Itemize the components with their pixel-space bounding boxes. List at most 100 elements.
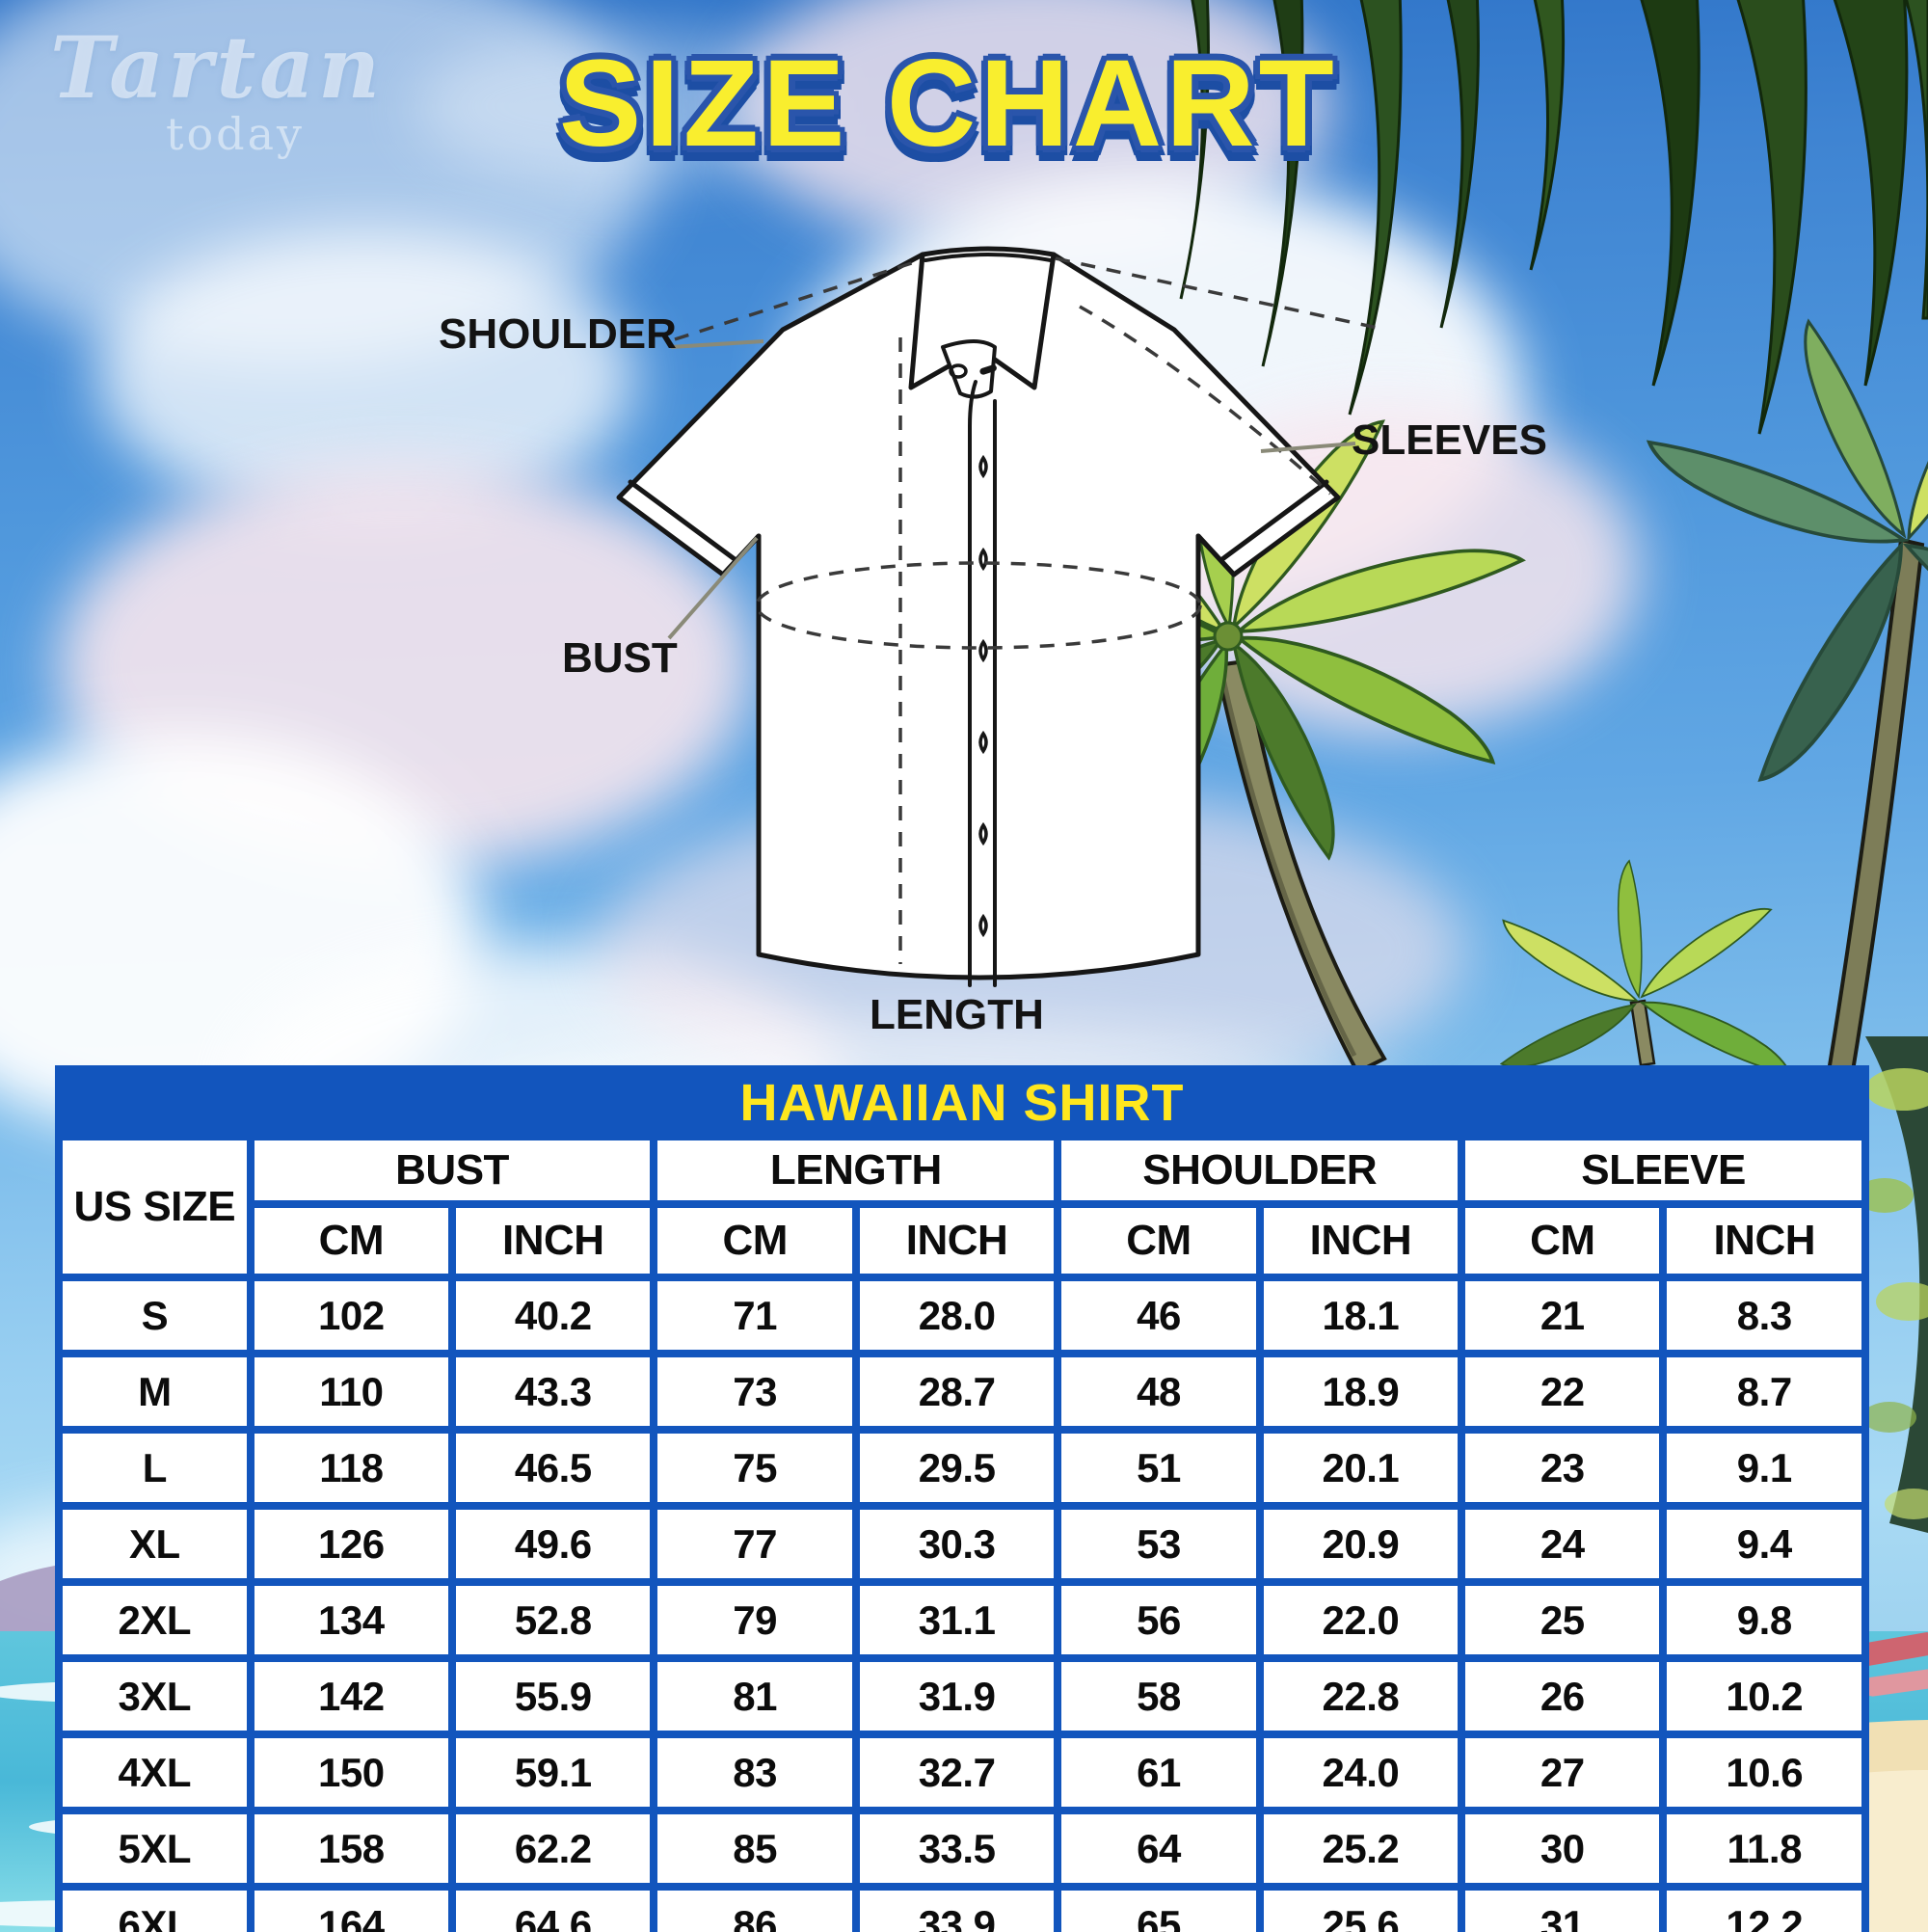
value-cell: 25.6 xyxy=(1255,1883,1466,1932)
value-cell: 102 xyxy=(246,1274,457,1357)
table-row: 5XL 158 62.2 85 33.5 64 25.2 30 11.8 xyxy=(55,1807,1869,1891)
table-row: M 110 43.3 73 28.7 48 18.9 22 8.7 xyxy=(55,1350,1869,1434)
value-cell: 75 xyxy=(650,1426,860,1510)
value-cell: 25 xyxy=(1458,1578,1668,1662)
brand-logo-line1: Tartan xyxy=(50,17,385,118)
value-cell: 142 xyxy=(246,1654,457,1738)
table-row: 6XL 164 64.6 86 33.9 65 25.6 31 12.2 xyxy=(55,1883,1869,1932)
value-cell: 85 xyxy=(650,1807,860,1891)
palm-tree-small xyxy=(1492,859,1801,1083)
value-cell: 28.0 xyxy=(851,1274,1062,1357)
value-cell: 62.2 xyxy=(448,1807,658,1891)
value-cell: 21 xyxy=(1458,1274,1668,1357)
unit-cm: CM xyxy=(1054,1200,1264,1281)
value-cell: 31.1 xyxy=(851,1578,1062,1662)
us-size-cell: 5XL xyxy=(55,1807,254,1891)
value-cell: 11.8 xyxy=(1659,1807,1869,1891)
unit-inch: INCH xyxy=(851,1200,1062,1281)
value-cell: 25.2 xyxy=(1255,1807,1466,1891)
bust-label: BUST xyxy=(562,634,678,682)
brand-logo: Tartan today xyxy=(50,17,384,160)
value-cell: 61 xyxy=(1054,1731,1264,1814)
unit-cm: CM xyxy=(246,1200,457,1281)
palm-fronds-top xyxy=(1179,0,1928,435)
value-cell: 33.9 xyxy=(851,1883,1062,1932)
value-cell: 86 xyxy=(650,1883,860,1932)
value-cell: 81 xyxy=(650,1654,860,1738)
group-header-sleeve: SLEEVE xyxy=(1458,1133,1869,1208)
value-cell: 164 xyxy=(246,1883,457,1932)
table-row: L 118 46.5 75 29.5 51 20.1 23 9.1 xyxy=(55,1426,1869,1510)
value-cell: 26 xyxy=(1458,1654,1668,1738)
value-cell: 18.9 xyxy=(1255,1350,1466,1434)
us-size-cell: 2XL xyxy=(55,1578,254,1662)
unit-inch: INCH xyxy=(1255,1200,1466,1281)
value-cell: 31.9 xyxy=(851,1654,1062,1738)
value-cell: 46 xyxy=(1054,1274,1264,1357)
table-row: S 102 40.2 71 28.0 46 18.1 21 8.3 xyxy=(55,1274,1869,1357)
value-cell: 77 xyxy=(650,1502,860,1586)
value-cell: 32.7 xyxy=(851,1731,1062,1814)
value-cell: 27 xyxy=(1458,1731,1668,1814)
value-cell: 55.9 xyxy=(448,1654,658,1738)
value-cell: 24.0 xyxy=(1255,1731,1466,1814)
table-title: HAWAIIAN SHIRT xyxy=(55,1065,1869,1140)
page-title: SIZE CHART xyxy=(558,35,1338,173)
value-cell: 10.2 xyxy=(1659,1654,1869,1738)
group-header-bust: BUST xyxy=(246,1133,658,1208)
table-title-row: HAWAIIAN SHIRT xyxy=(55,1065,1869,1140)
value-cell: 65 xyxy=(1054,1883,1264,1932)
value-cell: 46.5 xyxy=(448,1426,658,1510)
unit-cm: CM xyxy=(650,1200,860,1281)
us-size-cell: 6XL xyxy=(55,1883,254,1932)
value-cell: 158 xyxy=(246,1807,457,1891)
value-cell: 52.8 xyxy=(448,1578,658,1662)
value-cell: 58 xyxy=(1054,1654,1264,1738)
beach-chair xyxy=(1852,1632,1928,1697)
value-cell: 118 xyxy=(246,1426,457,1510)
size-table: HAWAIIAN SHIRT US SIZE BUST LENGTH SHOUL… xyxy=(55,1065,1869,1932)
value-cell: 33.5 xyxy=(851,1807,1062,1891)
value-cell: 18.1 xyxy=(1255,1274,1466,1357)
value-cell: 53 xyxy=(1054,1502,1264,1586)
brand-logo-line2: today xyxy=(166,108,306,160)
value-cell: 23 xyxy=(1458,1426,1668,1510)
value-cell: 30 xyxy=(1458,1807,1668,1891)
value-cell: 9.4 xyxy=(1659,1502,1869,1586)
us-size-cell: XL xyxy=(55,1502,254,1586)
value-cell: 56 xyxy=(1054,1578,1264,1662)
value-cell: 49.6 xyxy=(448,1502,658,1586)
value-cell: 24 xyxy=(1458,1502,1668,1586)
group-header-row: US SIZE BUST LENGTH SHOULDER SLEEVE xyxy=(55,1133,1869,1281)
shoulder-label: SHOULDER xyxy=(439,310,677,358)
length-label: LENGTH xyxy=(870,991,1044,1038)
group-header-length: LENGTH xyxy=(650,1133,1062,1208)
value-cell: 30.3 xyxy=(851,1502,1062,1586)
value-cell: 110 xyxy=(246,1350,457,1434)
value-cell: 64.6 xyxy=(448,1883,658,1932)
value-cell: 150 xyxy=(246,1731,457,1814)
value-cell: 9.1 xyxy=(1659,1426,1869,1510)
sleeves-label: SLEEVES xyxy=(1352,416,1547,464)
value-cell: 9.8 xyxy=(1659,1578,1869,1662)
value-cell: 20.9 xyxy=(1255,1502,1466,1586)
us-size-cell: L xyxy=(55,1426,254,1510)
us-size-cell: M xyxy=(55,1350,254,1434)
value-cell: 28.7 xyxy=(851,1350,1062,1434)
value-cell: 22.0 xyxy=(1255,1578,1466,1662)
unit-inch: INCH xyxy=(1659,1200,1869,1281)
shirt-diagram xyxy=(616,246,1387,987)
size-table-body: S 102 40.2 71 28.0 46 18.1 21 8.3 M 110 … xyxy=(55,1274,1869,1932)
us-size-cell: 4XL xyxy=(55,1731,254,1814)
value-cell: 22 xyxy=(1458,1350,1668,1434)
group-header-shoulder: SHOULDER xyxy=(1054,1133,1466,1208)
value-cell: 64 xyxy=(1054,1807,1264,1891)
value-cell: 22.8 xyxy=(1255,1654,1466,1738)
value-cell: 51 xyxy=(1054,1426,1264,1510)
table-row: 4XL 150 59.1 83 32.7 61 24.0 27 10.6 xyxy=(55,1731,1869,1814)
unit-inch: INCH xyxy=(448,1200,658,1281)
unit-cm: CM xyxy=(1458,1200,1668,1281)
value-cell: 31 xyxy=(1458,1883,1668,1932)
value-cell: 134 xyxy=(246,1578,457,1662)
